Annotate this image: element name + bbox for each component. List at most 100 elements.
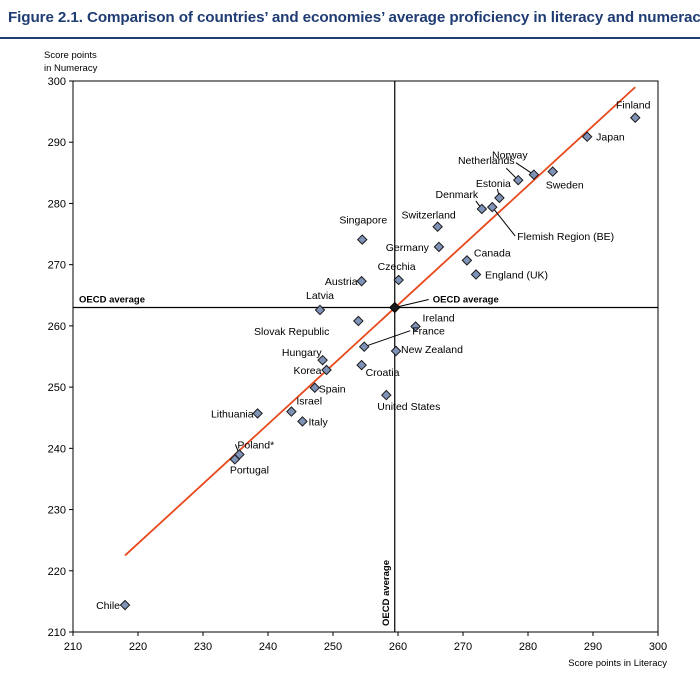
data-point: [528, 169, 540, 180]
point-label: Norway: [492, 150, 528, 162]
point-label: Italy: [308, 416, 328, 428]
point-label: Lithuania: [211, 408, 254, 420]
data-points: [119, 112, 641, 611]
x-tick-label: 220: [129, 641, 147, 653]
data-point: [476, 203, 488, 215]
plot-border: [72, 80, 659, 633]
data-point: [321, 364, 332, 376]
data-point: [356, 234, 368, 245]
data-point: [314, 304, 326, 316]
label-leader-line: [394, 299, 429, 309]
point-label: Switzerland: [402, 210, 456, 222]
point-label: Chile: [96, 600, 120, 612]
y-tick-label: 270: [48, 260, 66, 272]
plot-frame: [72, 80, 659, 633]
point-label: Korea: [293, 365, 321, 377]
data-point: [119, 599, 131, 611]
y-tick-label: 260: [48, 321, 66, 333]
y-axis-caption-line-2: in Numeracy: [44, 63, 98, 74]
data-point: [353, 315, 364, 327]
point-label: Germany: [386, 242, 430, 254]
x-tick-label: 250: [324, 641, 342, 653]
point-label: France: [412, 326, 445, 338]
x-tick-label: 240: [259, 641, 277, 653]
y-tick-label: 210: [48, 627, 66, 639]
y-tick-label: 220: [48, 566, 66, 578]
data-point: [547, 166, 559, 177]
data-point: [317, 354, 328, 366]
y-tick-label: 300: [48, 76, 66, 88]
data-point: [390, 345, 402, 357]
x-tick-label: 280: [519, 641, 537, 653]
point-label: Denmark: [436, 189, 479, 201]
point-label: Flemish Region (BE): [517, 231, 614, 243]
point-label: Japan: [596, 132, 625, 144]
data-point: [393, 274, 404, 286]
data-point: [470, 269, 482, 280]
point-label: Latvia: [306, 290, 334, 302]
point-label: Estonia: [476, 178, 511, 190]
x-tick-label: 230: [194, 641, 212, 653]
point-label: Singapore: [339, 215, 387, 227]
point-label: Israel: [296, 396, 322, 408]
trend-line: [124, 86, 636, 557]
data-point: [512, 174, 524, 186]
y-tick-label: 240: [48, 443, 66, 455]
point-label: Czechia: [378, 261, 416, 273]
y-tick-label: 250: [48, 382, 66, 394]
trend-line-group: [124, 86, 636, 557]
axis-captions: Score points in Numeracy Score points in L…: [44, 50, 667, 669]
data-point: [356, 275, 367, 287]
data-point: [581, 131, 593, 143]
point-label: Sweden: [546, 180, 584, 192]
data-point: [309, 382, 321, 394]
point-label: New Zealand: [401, 344, 463, 356]
x-tick-label: 260: [389, 641, 407, 653]
data-point: [410, 321, 421, 332]
oecd-average-vertical-label: OECD average: [381, 560, 392, 626]
y-tick-label: 290: [48, 137, 66, 149]
label-leader-line: [491, 206, 516, 237]
point-label: United States: [377, 401, 440, 413]
point-label: Portugal: [230, 464, 269, 476]
data-point: [356, 359, 367, 371]
x-tick-label: 210: [64, 641, 82, 653]
data-point: [433, 241, 445, 253]
point-label: Hungary: [282, 347, 322, 359]
data-point: [229, 454, 241, 465]
x-tick-label: 270: [454, 641, 472, 653]
data-point: [297, 416, 308, 427]
data-point: [461, 255, 473, 266]
axis-ticks: 210 220 230 240 250 260 270 280 290 300 210 220 230 2…: [48, 76, 668, 653]
point-label: Spain: [319, 384, 346, 396]
chart-title: Figure 2.1. Comparison of countries’ and…: [8, 9, 700, 26]
data-point: [380, 389, 392, 401]
point-label: Austria: [325, 276, 358, 288]
reference-lines: OECD average OECD average: [73, 81, 658, 632]
point-label: England (UK): [485, 269, 548, 281]
point-label: Finland: [616, 100, 651, 112]
y-tick-label: 280: [48, 198, 66, 210]
point-label: Ireland: [423, 313, 455, 325]
y-tick-label: 230: [48, 505, 66, 517]
oecd-average-horizontal-label: OECD average: [79, 295, 145, 306]
point-label: Croatia: [366, 367, 400, 379]
title-rule: [0, 37, 700, 39]
label-leader-line: [364, 330, 411, 348]
point-label: Slovak Republic: [254, 326, 329, 338]
x-axis-caption: Score points in Literacy: [568, 658, 667, 669]
oecd-average-point-label: OECD average: [433, 295, 499, 306]
data-point: [486, 201, 498, 213]
data-point: [629, 112, 641, 124]
data-point: [358, 341, 370, 353]
point-label: Netherlands: [458, 155, 515, 167]
x-tick-label: 290: [584, 641, 602, 653]
data-point: [494, 192, 505, 204]
oecd-average-point: [389, 301, 401, 314]
point-label: Poland*: [237, 439, 274, 451]
y-axis-caption-line-1: Score points: [44, 50, 97, 61]
data-point: [252, 408, 263, 419]
data-point: [286, 406, 297, 417]
